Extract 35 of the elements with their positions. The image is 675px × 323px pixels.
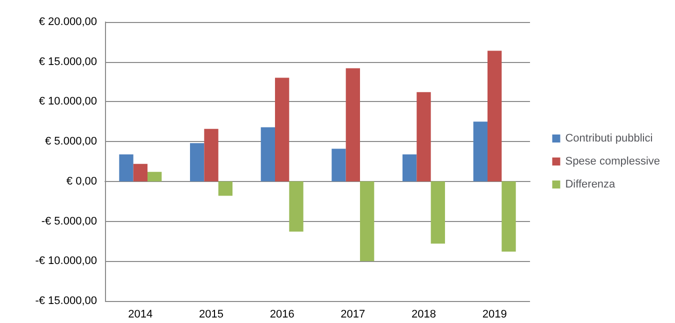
x-tick-label: 2017 [340, 308, 366, 320]
bar [218, 181, 232, 196]
y-tick-label: € 15.000,00 [38, 56, 97, 68]
bar [488, 50, 502, 182]
bar [360, 181, 374, 262]
x-tick-label: 2014 [128, 308, 153, 320]
bar [430, 181, 445, 244]
legend-label: Contributi pubblici [565, 132, 653, 144]
x-tick-label: 2015 [199, 308, 224, 320]
bar [190, 143, 204, 182]
bar [502, 181, 516, 252]
bar [289, 181, 304, 232]
x-tick-label: 2019 [482, 308, 507, 320]
y-tick-label: € 10.000,00 [38, 96, 97, 108]
y-tick-label: € 0,00 [66, 175, 97, 188]
y-tick-label: -€ 5.000,00 [41, 215, 97, 228]
legend-label: Differenza [565, 178, 616, 190]
y-tick-label: -€ 15.000,00 [35, 295, 97, 307]
legend-label: Spese complessive [565, 156, 660, 168]
bar [346, 68, 360, 182]
bar [402, 154, 417, 182]
y-tick-label: -€ 10.000,00 [35, 255, 97, 268]
bar [275, 78, 290, 182]
bar [204, 128, 218, 182]
bar [473, 122, 488, 182]
bar [332, 148, 346, 182]
x-tick-label: 2018 [412, 308, 436, 320]
x-tick-label: 2016 [270, 308, 294, 320]
bar [260, 127, 275, 182]
y-tick-label: € 20.000,00 [38, 16, 97, 28]
y-tick-label: € 5.000,00 [45, 136, 97, 148]
bar [119, 154, 134, 182]
bar [416, 92, 431, 182]
bar [148, 172, 162, 182]
bar [133, 164, 148, 182]
